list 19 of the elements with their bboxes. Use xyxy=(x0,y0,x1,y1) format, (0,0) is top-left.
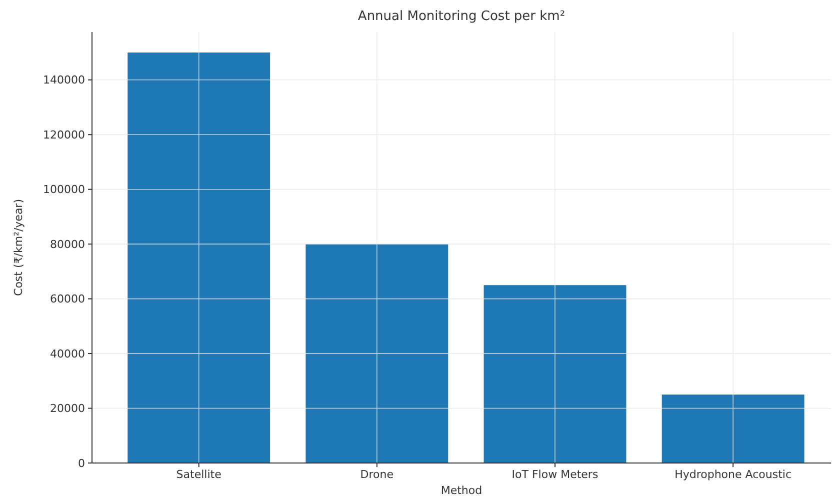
y-tick-label: 80000 xyxy=(50,238,85,251)
y-tick-label: 20000 xyxy=(50,402,85,416)
x-tick-label: Hydrophone Acoustic xyxy=(674,468,792,481)
bar xyxy=(306,244,448,463)
y-tick-label: 140000 xyxy=(43,74,85,87)
y-tick-label: 100000 xyxy=(43,183,85,196)
y-tick-label: 60000 xyxy=(50,292,85,306)
bar xyxy=(128,52,270,463)
bar xyxy=(484,285,626,463)
y-tick-label: 120000 xyxy=(43,128,85,142)
x-tick-label: Drone xyxy=(360,468,394,481)
x-tick-label: Satellite xyxy=(176,468,222,481)
y-tick-label: 0 xyxy=(78,456,85,470)
x-axis-title: Method xyxy=(440,484,482,497)
bar xyxy=(662,394,804,463)
x-tick-label: IoT Flow Meters xyxy=(512,468,598,481)
y-tick-label: 40000 xyxy=(50,347,85,360)
y-axis-title: Cost (₹/km²/year) xyxy=(12,199,25,296)
chart-title: Annual Monitoring Cost per km² xyxy=(358,9,566,24)
